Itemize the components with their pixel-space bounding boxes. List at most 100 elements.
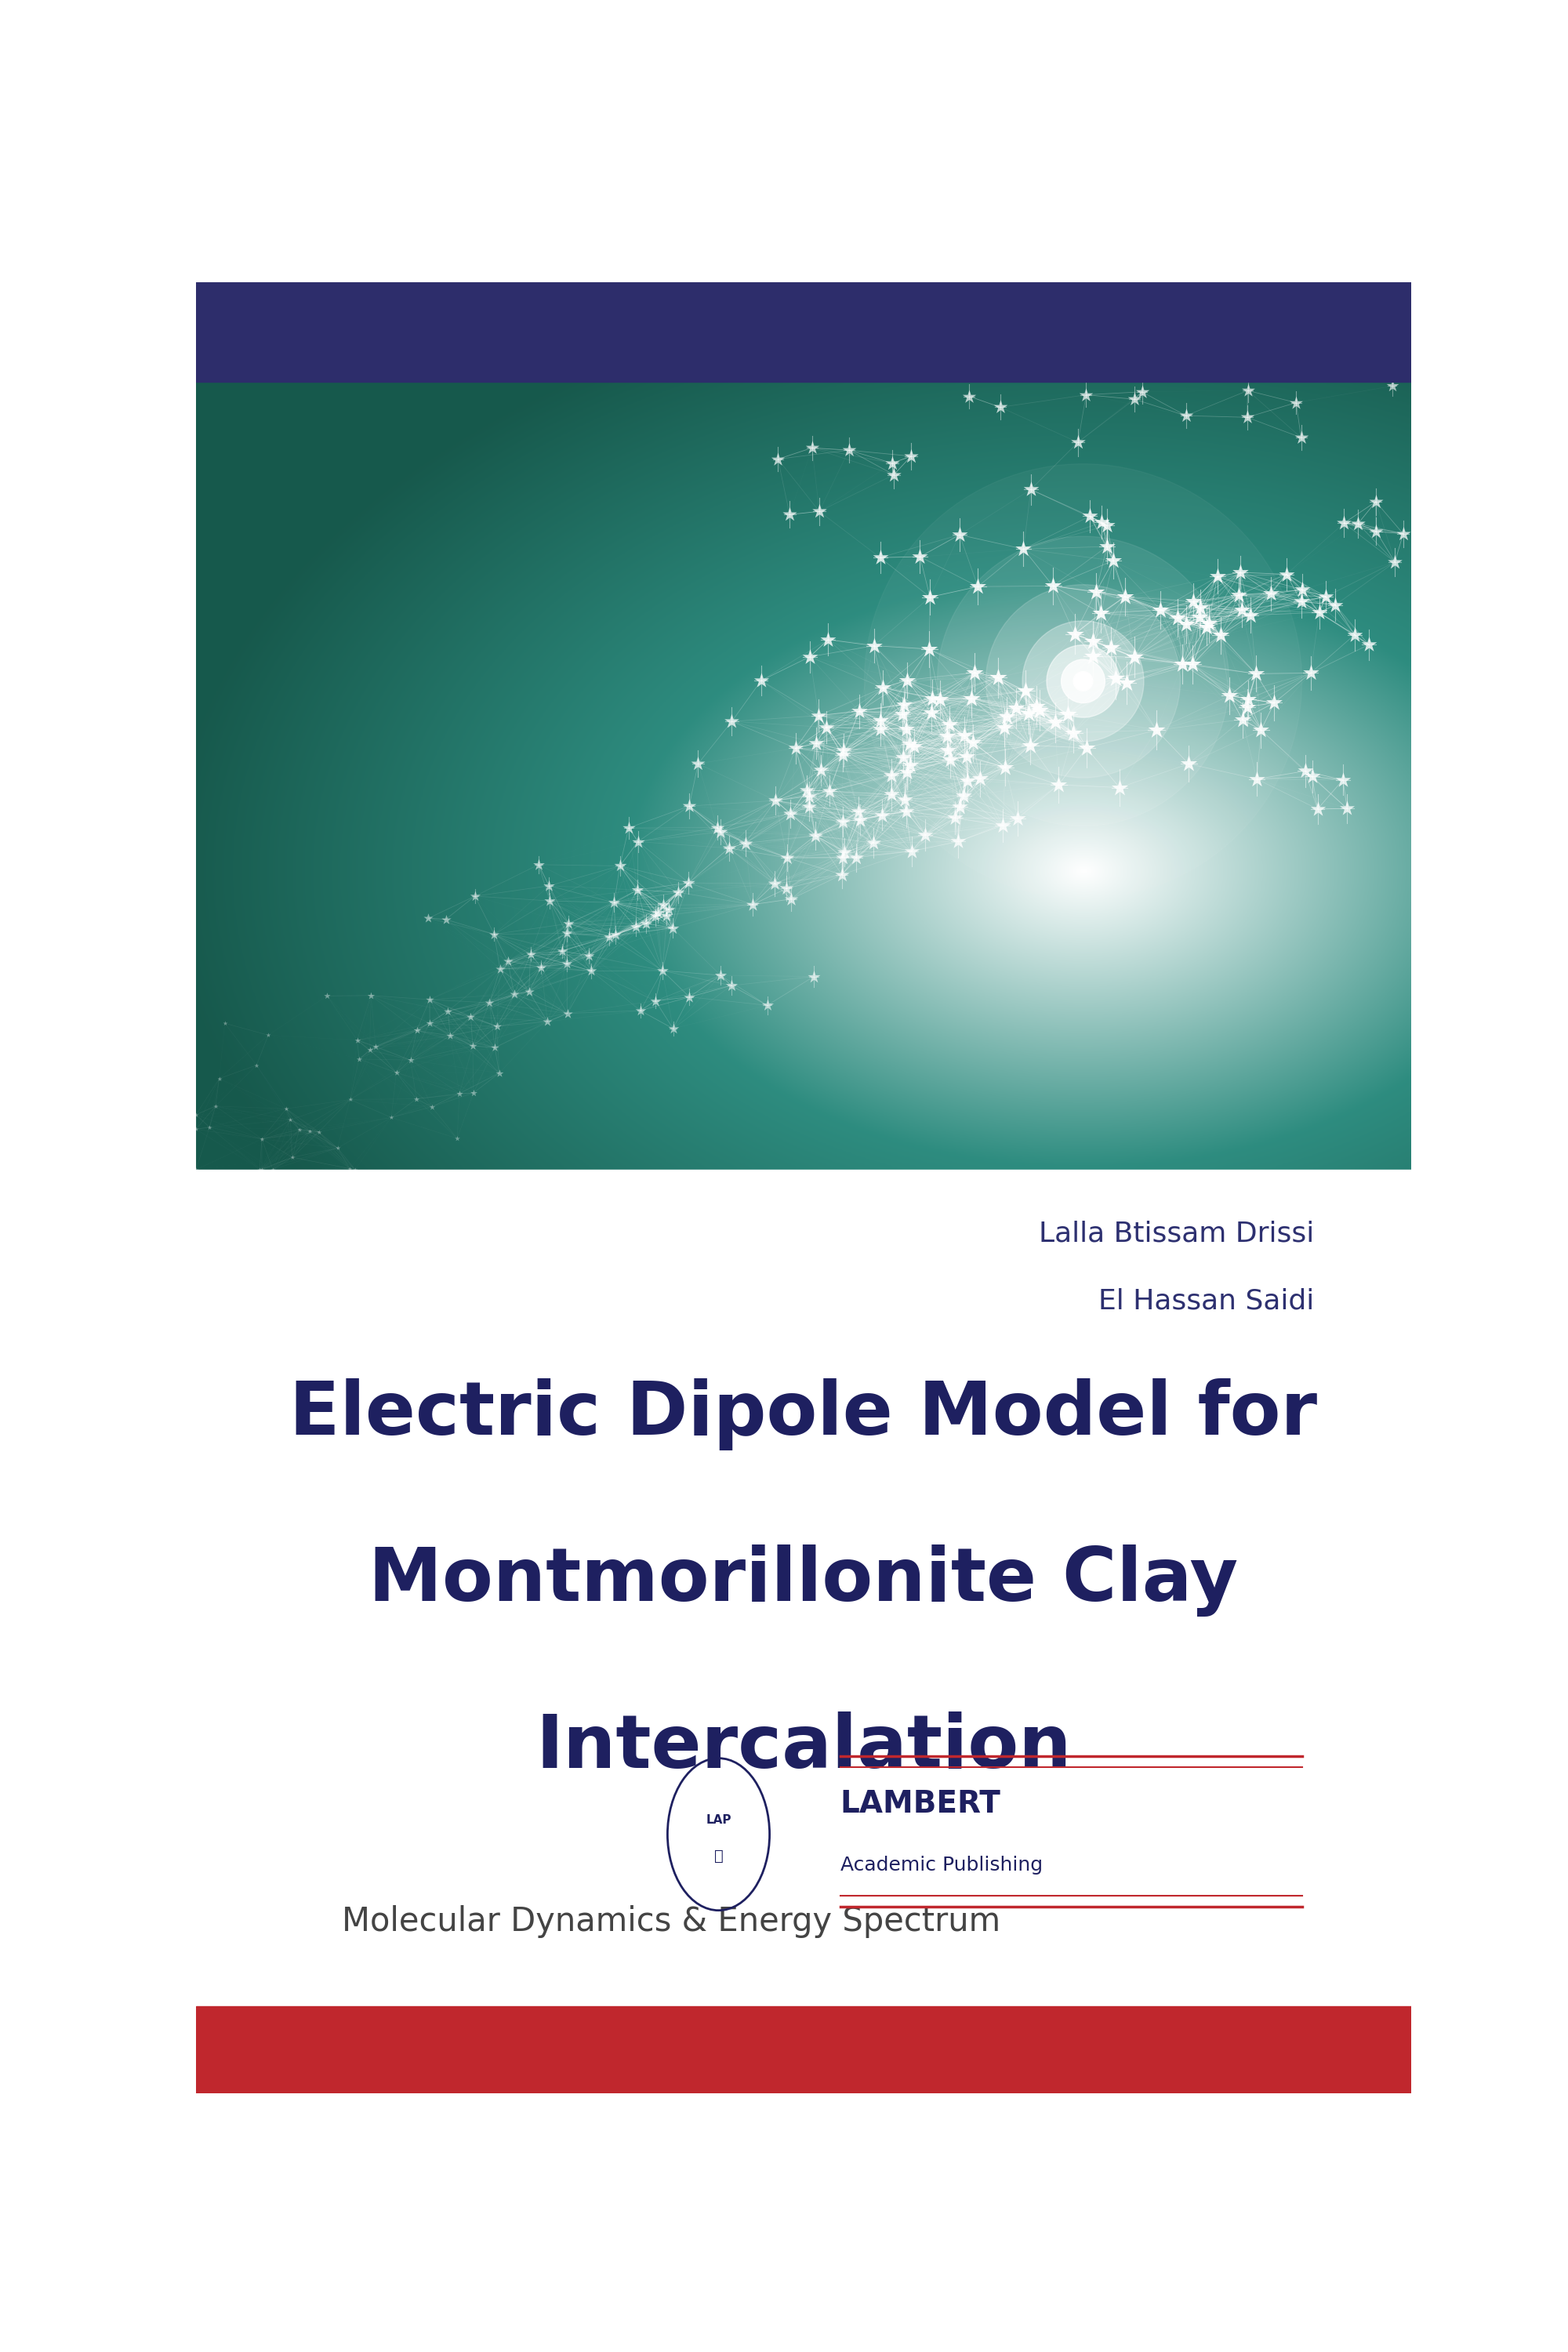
Point (528, 948, 554, 985)
Point (1236, 680, 1261, 717)
Point (1248, 710, 1273, 748)
Point (1189, 588, 1214, 626)
Point (676, 863, 701, 901)
Point (1323, 586, 1348, 623)
Point (732, 826, 757, 863)
Point (633, 906, 659, 943)
Point (831, 731, 856, 769)
Point (1259, 574, 1284, 612)
Point (278, 1101, 303, 1138)
Point (1107, 769, 1132, 807)
Point (416, 898, 441, 936)
Point (956, 379, 982, 416)
Point (207, 1061, 232, 1098)
Point (256, 1016, 281, 1054)
Point (880, 776, 905, 814)
Point (1062, 616, 1087, 654)
Point (889, 696, 914, 734)
Text: Lalla Btissam Drissi: Lalla Btissam Drissi (1038, 1221, 1314, 1247)
Point (898, 833, 924, 870)
Point (778, 496, 803, 534)
Point (347, 1040, 372, 1077)
Point (1129, 374, 1154, 412)
Point (1027, 691, 1052, 729)
Point (417, 981, 442, 1018)
Point (488, 950, 513, 988)
Point (947, 788, 972, 826)
Text: LAMBERT: LAMBERT (840, 1790, 1000, 1818)
Point (1104, 659, 1129, 696)
Point (685, 746, 710, 783)
Point (1383, 543, 1408, 581)
Point (364, 1028, 389, 1065)
Point (938, 706, 963, 743)
Point (1170, 644, 1195, 682)
Point (1262, 684, 1287, 722)
Point (555, 995, 580, 1033)
Point (1013, 673, 1038, 710)
Point (817, 771, 842, 809)
Point (806, 696, 831, 734)
Point (202, 1087, 227, 1124)
Point (306, 1112, 331, 1150)
Point (1226, 576, 1251, 614)
Point (718, 967, 743, 1004)
Point (436, 993, 461, 1030)
Point (808, 492, 833, 529)
Point (557, 906, 582, 943)
Point (895, 661, 920, 699)
Point (245, 1047, 270, 1084)
Point (1207, 616, 1232, 654)
Point (279, 1138, 304, 1176)
Point (405, 1011, 430, 1049)
Point (717, 830, 742, 868)
Point (1088, 595, 1113, 633)
Point (1181, 583, 1206, 621)
Point (1080, 637, 1105, 675)
Ellipse shape (938, 536, 1229, 826)
Point (891, 687, 916, 724)
Point (660, 1009, 685, 1047)
Point (803, 724, 828, 762)
Point (1284, 383, 1309, 421)
Point (1165, 600, 1190, 637)
Point (654, 896, 679, 934)
Point (795, 771, 820, 809)
Point (1074, 376, 1099, 414)
Point (919, 694, 944, 731)
Point (212, 1004, 237, 1042)
Point (897, 746, 922, 783)
Point (894, 793, 919, 830)
Point (248, 1150, 273, 1188)
Point (917, 630, 942, 668)
Point (516, 974, 541, 1011)
Point (814, 708, 839, 746)
Point (958, 680, 983, 717)
Point (1342, 616, 1367, 654)
Point (1306, 593, 1331, 630)
Point (1016, 694, 1041, 731)
Point (891, 739, 916, 776)
Point (720, 703, 745, 741)
Point (1055, 696, 1080, 734)
Point (775, 840, 800, 877)
Point (665, 873, 690, 910)
Point (815, 621, 840, 659)
Point (607, 847, 632, 884)
Point (898, 437, 924, 475)
Point (1292, 753, 1317, 790)
Point (709, 957, 734, 995)
Point (419, 1089, 444, 1127)
Point (1083, 574, 1109, 612)
Point (1234, 689, 1259, 727)
Point (764, 781, 789, 818)
Point (1305, 790, 1330, 828)
Text: Intercalation: Intercalation (536, 1712, 1071, 1783)
Point (517, 936, 543, 974)
Point (779, 880, 804, 917)
Point (829, 856, 855, 894)
Point (437, 1016, 463, 1054)
Point (829, 736, 855, 774)
Point (1363, 482, 1388, 520)
Point (985, 659, 1010, 696)
